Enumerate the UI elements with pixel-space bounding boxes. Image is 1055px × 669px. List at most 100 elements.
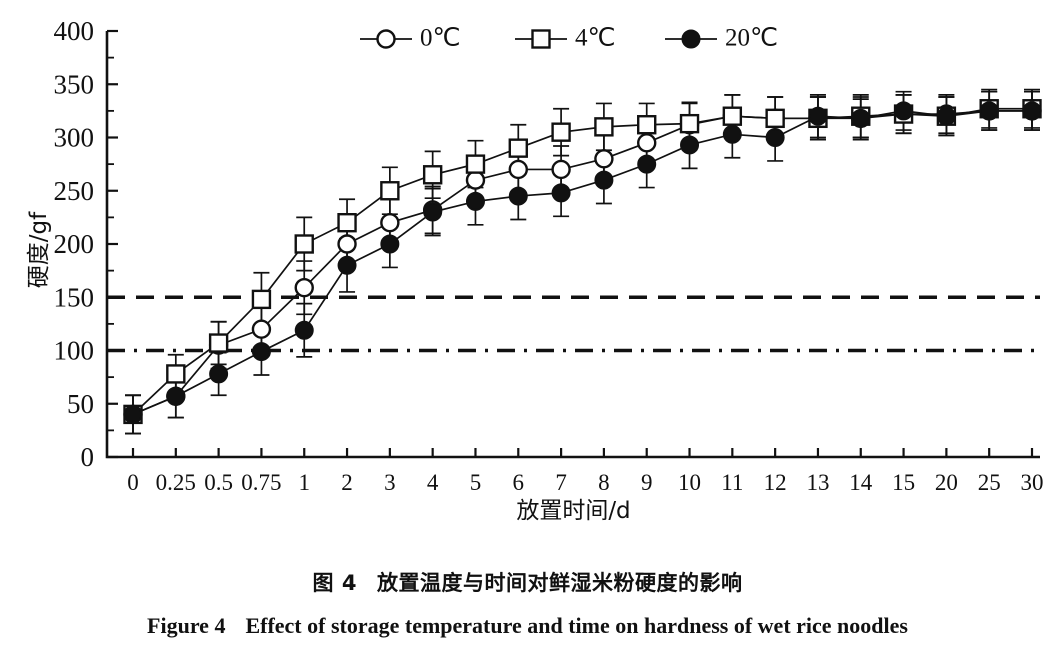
y-tick-label: 200 — [54, 229, 95, 259]
figure-caption-chinese: 图 4 放置温度与时间对鲜湿米粉硬度的影响 — [0, 567, 1055, 597]
marker-filled-circle — [894, 101, 914, 121]
marker-filled-circle — [979, 101, 999, 121]
marker-open-square — [465, 154, 486, 174]
marker-open-square — [251, 289, 272, 310]
legend-label: 0℃ — [420, 25, 461, 52]
marker-open-circle — [594, 149, 614, 169]
series-line-1 — [132, 107, 1032, 416]
figure-caption-english: Figure 4 Effect of storage temperature an… — [0, 613, 1055, 639]
series-line-0 — [132, 110, 1032, 416]
x-tick-label: 0.5 — [204, 470, 233, 495]
caption-cn-label: 图 4 — [312, 571, 357, 595]
series-line-2 — [132, 110, 1032, 416]
marker-open-circle — [337, 234, 357, 254]
legend-item-1: 4℃ — [515, 25, 616, 52]
marker-filled-circle — [594, 170, 614, 190]
x-axis-title: 放置时间/d — [516, 498, 630, 524]
legend-item-0: 0℃ — [360, 25, 461, 52]
marker-open-square — [531, 29, 551, 49]
x-tick-label: 25 — [978, 470, 1001, 495]
chart-plot-area: 0 50 100 150 200 250 300 350 400 0 0.25 0.5 0.75 1 2 3 4… — [26, 16, 1044, 524]
x-tick-label: 0 — [127, 470, 139, 495]
marker-open-square — [422, 165, 443, 185]
x-tick-label: 11 — [721, 470, 743, 495]
marker-filled-circle — [680, 135, 700, 155]
marker-open-square — [380, 181, 400, 201]
marker-filled-circle — [166, 386, 186, 406]
marker-filled-circle — [936, 106, 956, 126]
marker-filled-circle — [123, 404, 143, 424]
marker-open-square — [594, 117, 614, 137]
legend-label: 20℃ — [725, 25, 778, 52]
series-markers-2 — [123, 101, 1042, 424]
marker-open-square — [765, 108, 785, 129]
marker-filled-circle — [251, 342, 271, 362]
x-tick-label: 30 — [1021, 470, 1044, 495]
y-tick-label: 100 — [54, 336, 95, 366]
marker-filled-circle — [294, 320, 314, 340]
caption-cn-text: 放置温度与时间对鲜湿米粉硬度的影响 — [376, 571, 743, 595]
marker-open-square — [679, 113, 700, 134]
marker-open-square — [637, 115, 657, 135]
x-tick-label: 7 — [555, 470, 567, 495]
marker-filled-circle — [337, 255, 357, 275]
marker-filled-circle — [1022, 101, 1042, 121]
x-tick-label: 8 — [598, 470, 610, 495]
x-tick-label: 0.25 — [156, 470, 196, 495]
y-axis-title: 硬度/gf — [26, 211, 52, 288]
legend-item-2: 20℃ — [665, 25, 778, 52]
marker-open-circle — [465, 170, 486, 190]
x-tick-label: 10 — [678, 470, 701, 495]
marker-open-circle — [508, 159, 528, 180]
marker-open-circle — [551, 159, 571, 180]
y-tick-label: 300 — [54, 123, 95, 153]
marker-filled-circle — [765, 128, 785, 147]
x-tick-label: 3 — [384, 470, 396, 495]
marker-filled-circle — [380, 234, 400, 254]
y-tick-label: 350 — [54, 69, 95, 99]
marker-filled-circle — [808, 106, 828, 126]
series-errorbars-1 — [125, 88, 1040, 435]
marker-filled-circle — [851, 108, 871, 128]
x-tick-label: 4 — [427, 470, 439, 495]
series-errorbars-0 — [125, 90, 1040, 435]
x-tick-label: 9 — [641, 470, 653, 495]
marker-open-square — [551, 122, 571, 142]
caption-en-text: Effect of storage temperature and time o… — [245, 613, 908, 638]
marker-open-circle — [294, 277, 314, 298]
x-tick-label: 13 — [806, 470, 829, 495]
marker-filled-circle — [637, 154, 657, 174]
marker-open-square — [208, 333, 229, 353]
x-tick-label: 12 — [764, 470, 787, 495]
marker-filled-circle — [551, 183, 571, 203]
marker-open-square — [508, 138, 528, 158]
legend-label: 4℃ — [575, 25, 616, 52]
marker-open-circle — [380, 212, 400, 233]
x-tick-label: 15 — [892, 470, 915, 495]
x-tick-label: 14 — [849, 470, 873, 495]
y-tick-label: 0 — [81, 442, 95, 472]
marker-open-circle — [376, 29, 396, 49]
marker-filled-circle — [508, 186, 528, 206]
caption-en-label: Figure 4 — [147, 613, 226, 638]
x-tick-label: 6 — [513, 470, 525, 495]
marker-open-square — [166, 364, 186, 384]
y-tick-label: 150 — [54, 282, 95, 312]
y-tick-label: 400 — [54, 16, 95, 46]
marker-open-circle — [637, 133, 657, 153]
marker-filled-circle — [681, 29, 701, 49]
marker-filled-circle — [722, 124, 742, 144]
y-tick-label: 250 — [54, 176, 95, 206]
x-tick-label: 0.75 — [241, 470, 281, 495]
marker-filled-circle — [209, 364, 229, 384]
marker-open-square — [337, 212, 357, 233]
x-tick-label: 2 — [341, 470, 353, 495]
marker-open-square — [294, 234, 314, 254]
marker-open-circle — [251, 319, 272, 339]
x-tick-label: 1 — [298, 470, 310, 495]
y-tick-label: 50 — [67, 389, 94, 419]
marker-open-square — [722, 106, 743, 126]
marker-filled-circle — [423, 202, 443, 222]
